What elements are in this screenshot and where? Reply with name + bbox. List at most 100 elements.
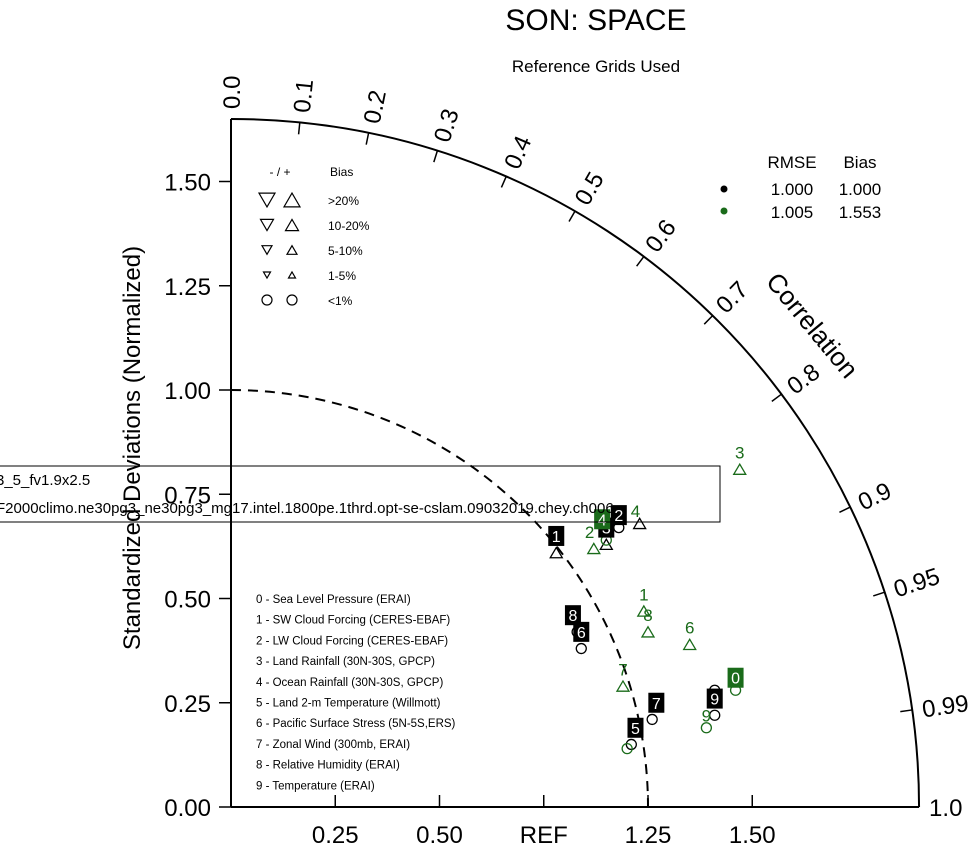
- data-point-label: 7: [652, 696, 661, 713]
- up-triangle-icon: [282, 191, 302, 208]
- bias-legend-label: 1-5%: [328, 269, 356, 283]
- correlation-tick-mark: [433, 150, 439, 163]
- rmse-legend: RMSE Bias 1.000 1.000 1.005 1.553: [720, 153, 882, 222]
- reference-arc: [230, 389, 649, 808]
- data-point-label: 7: [618, 660, 627, 679]
- data-point-circle: [625, 738, 637, 751]
- correlation-tick-label: 0.9: [854, 477, 896, 516]
- data-point-triangle: [632, 517, 647, 530]
- correlation-tick-mark: [900, 709, 913, 713]
- x-tick-label: 0.50: [416, 822, 463, 849]
- case-legend-box: 3_5_fv1.9x2.5 F2000climo.ne30pg3_ne30pg3…: [0, 465, 721, 523]
- data-point-label-box: [573, 621, 590, 642]
- data-point-triangle: [640, 625, 656, 638]
- data-points: 123467891235678904: [548, 444, 747, 755]
- data-point-label: 9: [710, 692, 719, 709]
- correlation-tick-mark: [839, 506, 851, 513]
- y-tick-label: 0.25: [164, 691, 211, 718]
- variable-legend: 0 - Sea Level Pressure (ERAI) 1 - SW Clou…: [256, 594, 456, 792]
- down-triangle-icon: [257, 192, 277, 209]
- data-point-circle: [646, 713, 658, 726]
- correlation-tick-mark: [771, 393, 782, 402]
- correlation-tick-mark: [873, 591, 885, 597]
- data-point-triangle: [599, 537, 614, 551]
- correlation-tick-mark: [297, 122, 301, 135]
- x-tick-label: 1.25: [625, 822, 672, 849]
- down-triangle-icon: [262, 271, 272, 280]
- case1-legend-dot: [720, 185, 728, 193]
- data-point-label: 8: [643, 606, 652, 625]
- y-tick-label: 0.00: [164, 795, 211, 822]
- correlation-tick-mark: [500, 176, 507, 188]
- up-triangle-icon: [284, 218, 300, 232]
- correlation-tick-label: 0.4: [499, 132, 537, 173]
- y-tick-label: 1.50: [164, 170, 211, 197]
- variable-legend-item: 7 - Zonal Wind (300mb, ERAI): [256, 739, 410, 751]
- bias-legend-label: <1%: [328, 294, 353, 308]
- data-point-label: 8: [568, 608, 577, 625]
- data-point-label-box: [727, 667, 744, 688]
- data-point-label-box: [548, 525, 565, 546]
- chart-subtitle: Reference Grids Used: [512, 57, 680, 76]
- correlation-tick-label: 0.8: [782, 359, 825, 401]
- data-point-circle: [700, 722, 713, 734]
- data-point-label: 4: [631, 502, 640, 521]
- x-tick-label: 0.25: [312, 822, 359, 849]
- data-point-label: 6: [577, 625, 586, 642]
- variable-legend-item: 6 - Pacific Surface Stress (5N-5S,ERS): [256, 718, 456, 730]
- data-point-label-box: [564, 605, 581, 626]
- data-point-circle: [575, 642, 587, 655]
- data-point-triangle: [549, 546, 564, 559]
- variable-legend-item: 1 - SW Cloud Forcing (CERES-EBAF): [256, 615, 450, 627]
- bias-legend-sign-header: - / +: [269, 165, 290, 179]
- plot-frame: [230, 117, 921, 808]
- down-triangle-icon: [260, 245, 274, 256]
- data-point-triangle: [636, 604, 651, 617]
- bias-legend: - / + Bias >20% 10-20% 5-10% 1-5% <1%: [257, 165, 370, 308]
- y-axis-label: Standardized Deviations (Normalized): [119, 246, 146, 650]
- data-point-label-box: [648, 692, 665, 713]
- data-point-label: 4: [598, 512, 607, 529]
- correlation-tick-label: 1.0: [929, 795, 962, 822]
- rmse-header: RMSE: [767, 153, 816, 172]
- bias-header: Bias: [843, 153, 876, 172]
- variable-legend-item: 2 - LW Cloud Forcing (CERES-EBAF): [256, 635, 448, 647]
- correlation-tick-mark: [703, 315, 714, 325]
- correlation-tick-label: 0.5: [570, 168, 610, 210]
- chart-title: SON: SPACE: [505, 4, 686, 37]
- case2-name: F2000climo.ne30pg3_ne30pg3_mg17.intel.18…: [0, 500, 614, 517]
- data-point-label: 0: [731, 671, 740, 688]
- data-point-triangle: [682, 637, 697, 651]
- data-point-label: 1: [552, 529, 561, 546]
- case-legend-frame: [0, 465, 721, 523]
- correlation-tick-label: 0.7: [711, 276, 754, 319]
- case2-rmse: 1.005: [771, 203, 814, 222]
- correlation-tick-label: 0.0: [219, 76, 246, 109]
- data-point-label: 2: [585, 523, 594, 542]
- correlation-arc: [230, 117, 921, 808]
- correlation-tick-mark: [568, 210, 576, 222]
- correlation-tick-label: 0.6: [640, 215, 682, 258]
- data-point-label: 2: [614, 508, 623, 525]
- circle-icon: [286, 294, 298, 306]
- y-tick-label: 0.50: [164, 587, 211, 614]
- bias-legend-label: 10-20%: [328, 219, 370, 233]
- bias-legend-label: >20%: [328, 194, 359, 208]
- correlation-tick-mark: [365, 132, 370, 145]
- data-point-label: 1: [639, 585, 648, 604]
- y-tick-label: 1.25: [164, 274, 211, 301]
- data-point-label-box: [627, 717, 644, 738]
- data-point-label: 5: [631, 721, 640, 738]
- correlation-tick-label: 0.1: [289, 78, 319, 114]
- x-tick-label: 1.50: [729, 822, 776, 849]
- case1-rmse: 1.000: [771, 180, 814, 199]
- case2-legend-dot: [720, 207, 728, 215]
- y-tick-label: 1.00: [164, 378, 211, 405]
- variable-legend-item: 9 - Temperature (ERAI): [256, 780, 375, 792]
- data-point-label: 3: [735, 444, 744, 463]
- correlation-tick-label: 0.3: [429, 106, 465, 146]
- variable-legend-item: 5 - Land 2-m Temperature (Willmott): [256, 698, 441, 710]
- data-point-triangle: [615, 679, 631, 692]
- correlation-tick-label: 0.99: [920, 690, 970, 723]
- case2-bias: 1.553: [839, 203, 882, 222]
